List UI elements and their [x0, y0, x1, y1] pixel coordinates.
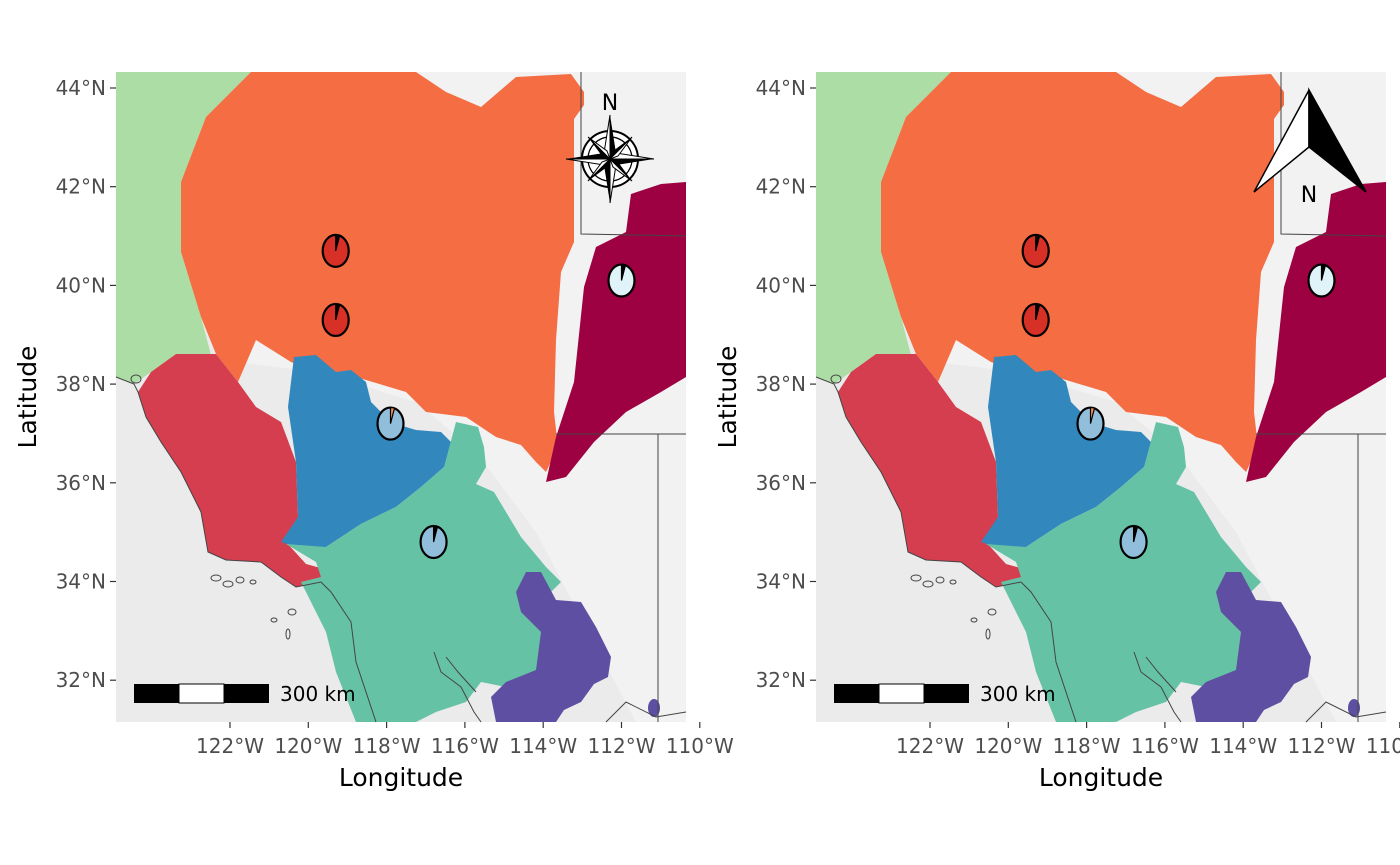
y-tick-label: 44°N: [56, 76, 106, 100]
y-tick-label: 38°N: [56, 372, 106, 396]
y-tick-label: 40°N: [756, 273, 806, 297]
y-axis-title: Latitude: [713, 346, 742, 449]
pie-marker: [1119, 524, 1148, 560]
x-tick-label: 114°W: [1209, 734, 1277, 758]
y-tick-label: 36°N: [56, 471, 106, 495]
x-tick-label: 116°W: [431, 734, 499, 758]
pie-marker: [1021, 233, 1050, 268]
y-axis-title: Latitude: [13, 346, 42, 449]
x-tick-label: 110°W: [666, 734, 734, 758]
pie-marker: [376, 406, 405, 441]
x-tick-label: 120°W: [274, 734, 342, 758]
y-tick-label: 32°N: [756, 668, 806, 692]
x-tick-label: 112°W: [588, 734, 656, 758]
scale-bar-label: 300 km: [280, 682, 356, 706]
y-tick-label: 42°N: [756, 175, 806, 199]
y-tick-label: 38°N: [756, 372, 806, 396]
north-letter: N: [1301, 183, 1317, 208]
x-tick-label: 112°W: [1288, 734, 1356, 758]
y-tick-label: 34°N: [756, 570, 806, 594]
x-tick-label: 122°W: [196, 734, 264, 758]
map-panel-left: 300 km N: [115, 71, 687, 723]
pie-markers: [321, 233, 636, 560]
scale-bar: 300 km: [134, 682, 356, 706]
pie-marker: [607, 263, 636, 298]
y-tick-label: 40°N: [56, 273, 106, 297]
axes-left: 122°W 120°W 118°W 116°W 114°W 112°W 110°W 44°N 4…: [13, 76, 734, 792]
y-tick-label: 32°N: [56, 668, 106, 692]
x-tick-label: 118°W: [1053, 734, 1121, 758]
x-tick-label: 118°W: [353, 734, 421, 758]
x-tick-label: 122°W: [896, 734, 964, 758]
x-axis-title: Longitude: [339, 763, 463, 792]
x-tick-label: 120°W: [974, 734, 1042, 758]
scale-bar: 300 km: [834, 682, 1056, 706]
y-tick-label: 42°N: [56, 175, 106, 199]
pie-markers: [1021, 233, 1336, 560]
map-panel-right: 300 km N: [815, 71, 1387, 723]
scale-bar-label: 300 km: [980, 682, 1056, 706]
x-tick-label: 114°W: [509, 734, 577, 758]
pie-marker: [321, 233, 350, 268]
pie-marker: [1307, 263, 1336, 298]
y-tick-label: 44°N: [756, 76, 806, 100]
y-tick-label: 34°N: [56, 570, 106, 594]
pie-marker: [321, 302, 350, 338]
pie-marker: [1076, 406, 1105, 441]
x-tick-label: 110°W: [1366, 734, 1400, 758]
pie-marker: [1021, 302, 1050, 338]
x-tick-label: 116°W: [1131, 734, 1199, 758]
pie-marker: [419, 524, 448, 560]
north-letter: N: [602, 91, 618, 116]
y-tick-label: 36°N: [756, 471, 806, 495]
axes-right: 122°W 120°W 118°W 116°W 114°W 112°W 110°W 44°N 4…: [713, 76, 1400, 792]
x-axis-title: Longitude: [1039, 763, 1163, 792]
north-arrow-icon: N: [1253, 87, 1367, 208]
compass-rose-icon: N: [565, 91, 655, 204]
